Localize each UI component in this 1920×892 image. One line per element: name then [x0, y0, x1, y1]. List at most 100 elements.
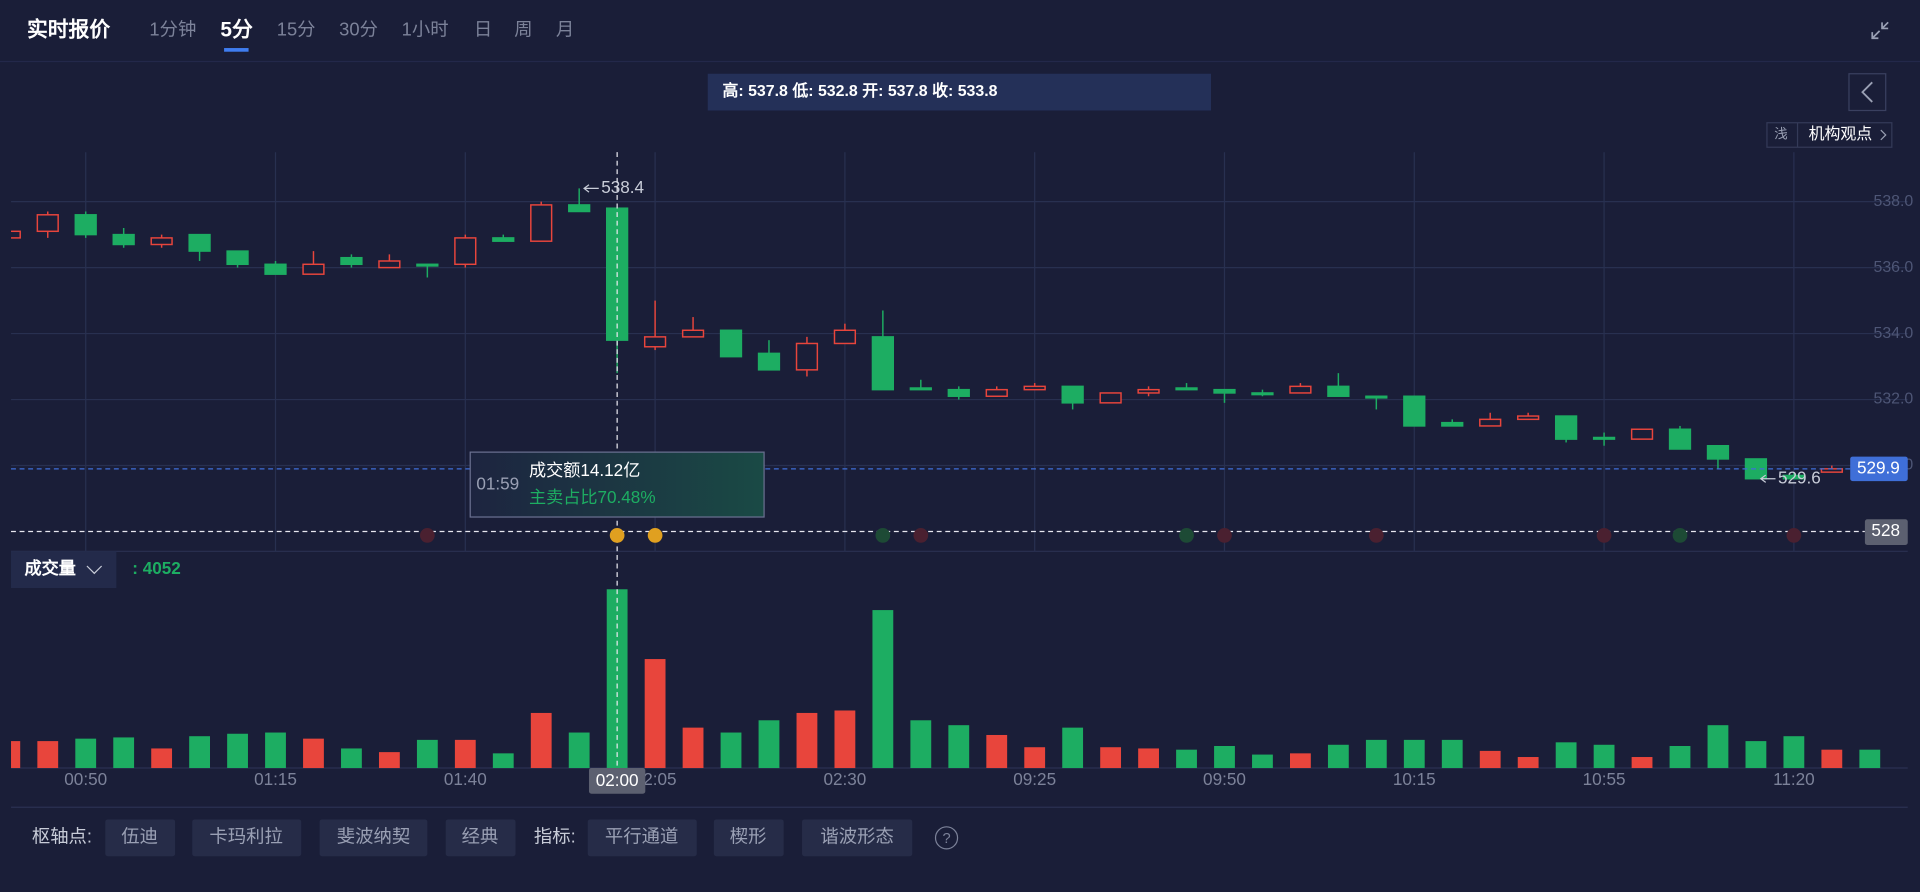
tab[interactable]: 日 [474, 19, 492, 40]
candle-body [1592, 436, 1616, 440]
signal [420, 528, 435, 543]
candle-body [1099, 392, 1122, 404]
candle-body [833, 329, 857, 345]
volume-bar [1479, 750, 1501, 769]
back-button[interactable] [1848, 73, 1887, 112]
indicator-button[interactable]: 平行通道 [587, 819, 697, 857]
volume-bar [720, 732, 742, 769]
crosshair-price-label: 528 [1871, 520, 1900, 540]
button-bg [713, 819, 784, 857]
view-button[interactable] [1766, 122, 1893, 148]
volume-bar [227, 733, 248, 769]
volume-bar [872, 610, 894, 769]
candle-body [719, 329, 743, 358]
y-tick-label: 538.0 [1873, 193, 1913, 210]
volume-bar [1176, 749, 1197, 769]
pivot-button[interactable]: 卡玛利拉 [192, 819, 302, 857]
volume-bar [265, 732, 286, 769]
button-bg [802, 819, 913, 857]
candle-body [1251, 392, 1274, 396]
indicator-button[interactable]: 楔形 [713, 819, 784, 857]
x-tick-label: 02:30 [823, 769, 866, 789]
pivot-label: 枢轴点: [32, 826, 92, 847]
plot-area [11, 152, 1908, 769]
label: 开: [862, 82, 883, 100]
candle-body [340, 256, 363, 266]
volume-bar [530, 712, 552, 769]
candle-body [1517, 415, 1540, 421]
signal [913, 528, 929, 543]
signal [647, 528, 663, 543]
button-bg [319, 819, 428, 857]
volume-bar [416, 739, 438, 769]
volume-bar [1100, 747, 1122, 769]
y-tick-label: 536.0 [1873, 259, 1913, 276]
signal [1786, 528, 1802, 543]
tab-active[interactable]: 5分 [220, 18, 253, 41]
candle-body [947, 388, 970, 397]
candle-body [985, 388, 1008, 397]
candle-body [11, 230, 21, 239]
candle-body [1554, 415, 1578, 440]
view-label: 机构观点 [1809, 125, 1873, 143]
candle-body [568, 204, 591, 213]
button-label: 楔形 [730, 826, 767, 847]
button-bg [105, 819, 176, 857]
help-icon[interactable] [934, 826, 959, 850]
button-label: 平行通道 [605, 826, 678, 847]
volume-bar [1631, 757, 1653, 769]
tab-underline [224, 48, 249, 52]
indicator-button[interactable]: 谐波形态 [802, 819, 913, 857]
volume-bar [1290, 753, 1311, 769]
candle-body [492, 237, 515, 242]
candle-body [1706, 445, 1730, 460]
pivot-button[interactable]: 伍迪 [105, 819, 176, 857]
signal [875, 528, 891, 543]
candle-body [1630, 428, 1654, 440]
button-bg [192, 819, 302, 857]
volume-bar [75, 738, 97, 769]
volume-bar [1441, 739, 1463, 769]
volume-bar [986, 734, 1008, 769]
candle-body [1289, 385, 1312, 394]
pivot-button[interactable]: 斐波纳契 [319, 819, 428, 857]
volume-bar [37, 741, 59, 769]
candle-body [188, 233, 211, 252]
tab[interactable]: 1分钟 [149, 19, 196, 40]
candle-body [1668, 428, 1692, 450]
panel-title: 实时报价 [27, 17, 110, 41]
tab[interactable]: 周 [514, 19, 532, 40]
candle-body [1479, 418, 1502, 427]
candle-body [1782, 474, 1806, 480]
volume-bar [1517, 757, 1539, 769]
tab[interactable]: 15分 [277, 19, 316, 40]
tooltip-box [469, 451, 765, 518]
volume-bar [1365, 739, 1387, 769]
candle-body [1213, 388, 1236, 394]
volume-bar [1252, 754, 1273, 769]
label: 收: [932, 81, 953, 100]
collapse-icon[interactable] [1871, 21, 1889, 40]
volume-bar [303, 738, 324, 769]
value: 537.8 [888, 83, 928, 100]
volume-bar [11, 741, 21, 769]
tab[interactable]: 30分 [339, 19, 378, 40]
volume-bar [1024, 747, 1046, 769]
x-tick-label: 09:25 [1013, 769, 1056, 789]
candle-body [416, 263, 439, 267]
value: 537.8 [748, 83, 788, 100]
back-icon [1861, 81, 1873, 103]
ohlc-box [707, 73, 1212, 111]
dropdown-icon [86, 565, 103, 575]
pivot-button[interactable]: 经典 [445, 819, 516, 857]
candle-body [36, 214, 59, 233]
tab[interactable]: 月 [556, 19, 574, 40]
tab[interactable]: 1小时 [402, 19, 449, 40]
value: 533.8 [958, 83, 998, 100]
y-tick-label: 534.0 [1873, 325, 1913, 342]
volume-bar [1062, 727, 1084, 769]
extreme-label: 538.4 [601, 177, 644, 197]
last-price-label: 529.9 [1857, 457, 1900, 477]
volume-bar [1669, 746, 1691, 769]
tooltip-turnover: 成交额14.12亿 [529, 460, 640, 480]
